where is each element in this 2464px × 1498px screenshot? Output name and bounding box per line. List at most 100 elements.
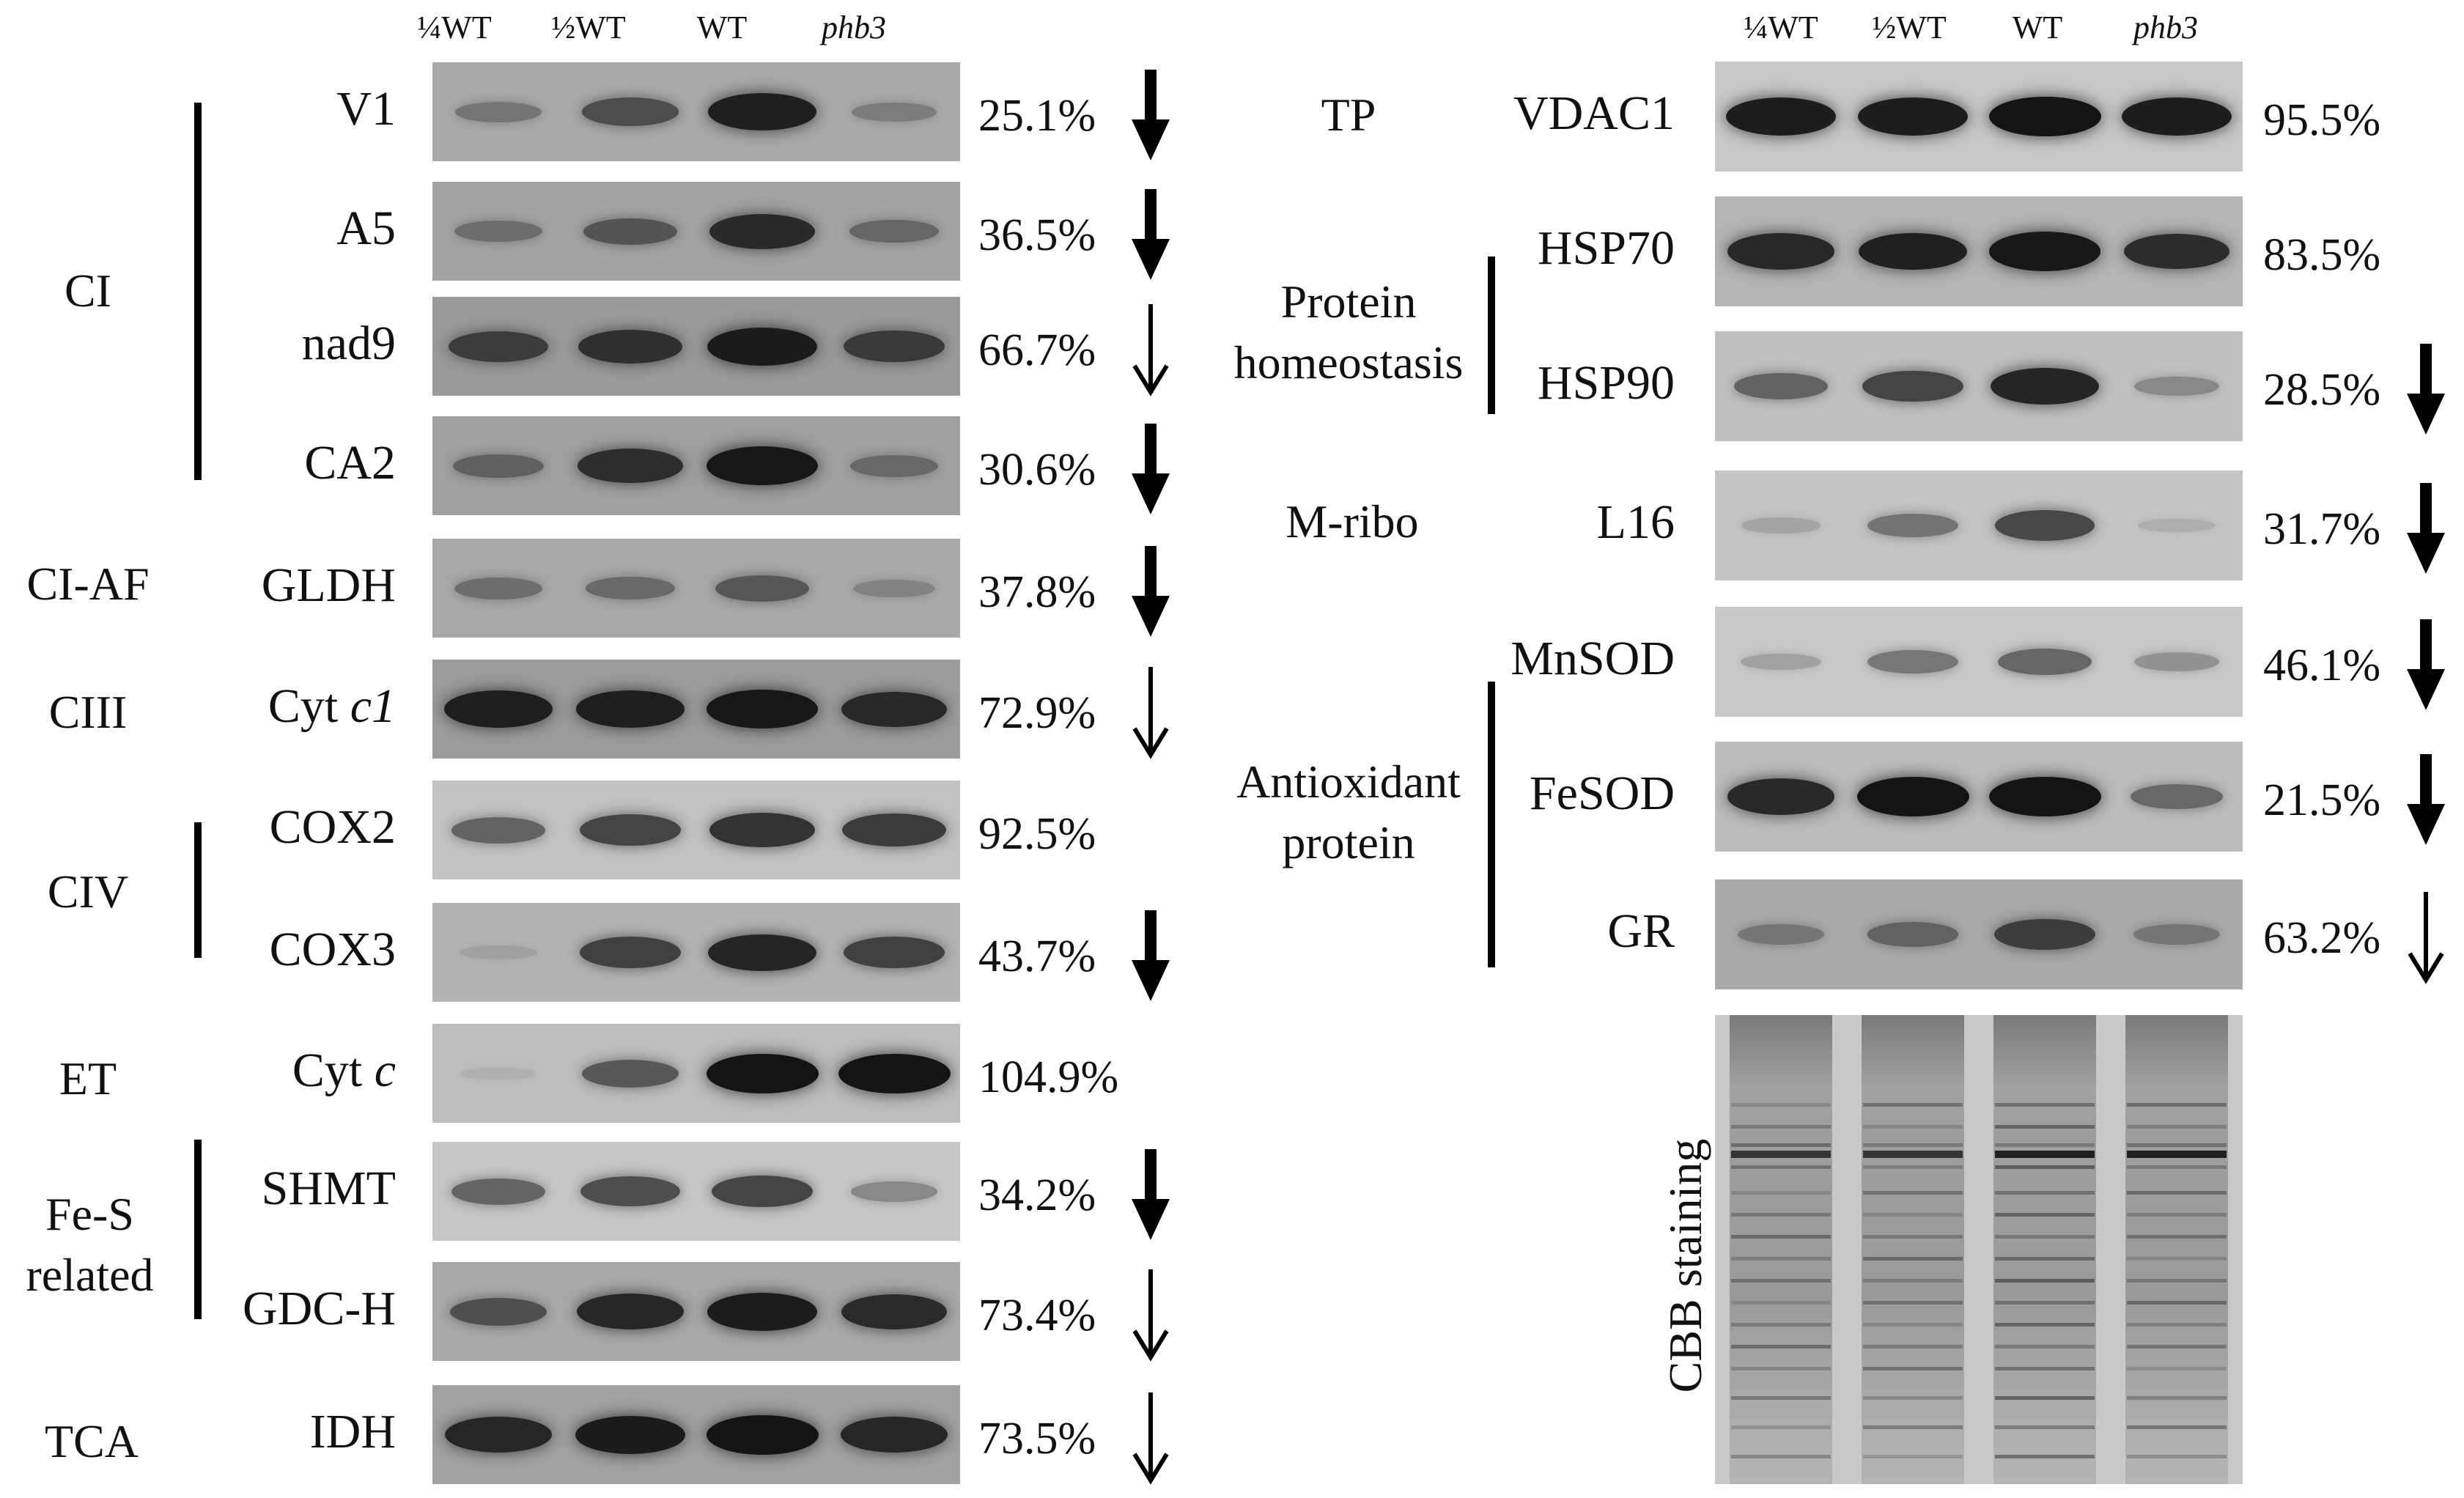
blot-fesod [1715, 742, 2243, 852]
blot-gldh [432, 539, 960, 638]
cbb-band [1731, 1103, 1831, 1107]
blot-shmt [432, 1142, 960, 1241]
cbb-band [1995, 1455, 2095, 1458]
percent-hsp90: 28.5% [2263, 365, 2381, 415]
group-label-ciii: CIII [48, 686, 128, 738]
cbb-band [1995, 1323, 2095, 1327]
band-lane-3 [1988, 777, 2101, 816]
cbb-band [2127, 1191, 2227, 1195]
band-lane-4 [2138, 518, 2216, 533]
group-label-protein-line2: homeostasis [1233, 336, 1464, 389]
protein-label-italic: c [374, 1043, 396, 1097]
group-label-fe-s-related: Fe-S related [0, 1184, 180, 1305]
right-lane-header-phb3: phb3 [2133, 10, 2198, 45]
band-lane-3 [1994, 510, 2095, 541]
protein-label-vdac1: VDAC1 [1513, 86, 1675, 140]
group-bracket-civ [194, 822, 202, 958]
cbb-band [1731, 1143, 1831, 1147]
cbb-band [1731, 1279, 1831, 1283]
cbb-band [2127, 1213, 2227, 1217]
group-label-et: ET [59, 1052, 117, 1104]
cbb-band [1995, 1301, 2095, 1305]
cbb-band [2127, 1143, 2227, 1147]
percent-cox2: 92.5% [978, 808, 1096, 859]
group-label-fe-s-line2: related [26, 1249, 154, 1302]
protein-label-l16: L16 [1596, 495, 1675, 549]
cbb-band [1995, 1425, 2095, 1429]
group-label-m-ribo: M-ribo [1286, 495, 1419, 547]
cbb-band [1863, 1257, 1963, 1261]
cbb-band [1863, 1191, 1963, 1195]
cbb-band [1863, 1125, 1963, 1129]
cbb-band [1863, 1151, 1963, 1158]
band-lane-2 [580, 1176, 680, 1207]
blot-gr [1715, 879, 2243, 989]
blot-v1 [432, 62, 960, 161]
group-label-ci: CI [64, 265, 111, 317]
bold-down-arrow-icon [1129, 67, 1173, 167]
cbb-band [1863, 1367, 1963, 1370]
percent-cyt-c1: 72.9% [978, 687, 1096, 738]
protein-label-main: Cyt [268, 679, 350, 733]
protein-label-v1: V1 [336, 81, 396, 136]
band-lane-4 [2131, 784, 2223, 809]
band-lane-3 [707, 446, 818, 486]
percent-idh: 73.5% [978, 1413, 1096, 1464]
cbb-band [2127, 1323, 2227, 1327]
band-lane-4 [852, 102, 937, 122]
group-label-antioxidant-protein: Antioxidant protein [1209, 751, 1488, 873]
blot-cox3 [432, 903, 960, 1002]
protein-label-a5: A5 [336, 201, 396, 255]
cbb-band [2127, 1455, 2227, 1458]
band-lane-1 [1741, 517, 1821, 534]
group-label-antioxidant-line2: protein [1282, 816, 1415, 869]
cbb-band [1731, 1301, 1831, 1305]
band-lane-1 [455, 101, 542, 122]
band-lane-3 [709, 213, 816, 249]
protein-label-cyt-c1: Cyt c1 [117, 679, 396, 734]
band-lane-4 [2133, 924, 2220, 945]
band-lane-1 [1727, 778, 1835, 815]
protein-label-shmt: SHMT [261, 1161, 396, 1215]
cbb-band [1863, 1396, 1963, 1400]
cbb-band [1731, 1323, 1831, 1327]
band-lane-4 [2121, 97, 2232, 136]
thin-down-arrow-icon [2404, 889, 2448, 989]
blot-nad9 [432, 297, 960, 396]
blot-cox2 [432, 781, 960, 879]
band-lane-4 [851, 1181, 937, 1202]
cbb-band [2127, 1151, 2227, 1158]
cbb-band [1731, 1345, 1831, 1348]
band-lane-3 [715, 575, 810, 602]
cbb-band [1863, 1455, 1963, 1458]
band-lane-4 [849, 454, 939, 477]
band-lane-4 [844, 937, 945, 968]
cbb-band [1995, 1151, 2095, 1158]
cbb-band [1731, 1125, 1831, 1129]
cbb-band [1731, 1151, 1831, 1158]
thin-down-arrow-icon [1129, 1266, 1173, 1367]
cbb-band [1731, 1235, 1831, 1239]
cbb-band [2127, 1103, 2227, 1107]
group-label-tca: TCA [45, 1415, 139, 1467]
bold-down-arrow-icon [2404, 480, 2448, 580]
band-lane-1 [461, 1067, 536, 1080]
cbb-band [1731, 1425, 1831, 1429]
band-lane-3 [712, 1176, 813, 1207]
cbb-band [1863, 1345, 1963, 1348]
band-lane-1 [451, 1178, 546, 1205]
band-lane-1 [444, 1416, 553, 1453]
bold-down-arrow-icon [1129, 186, 1173, 287]
blot-vdac1 [1715, 62, 2243, 171]
band-lane-1 [1740, 653, 1822, 671]
cbb-band [2127, 1257, 2227, 1261]
cbb-band [1731, 1257, 1831, 1261]
band-lane-1 [451, 816, 546, 844]
cbb-band [1995, 1125, 2095, 1129]
band-lane-3 [709, 813, 815, 847]
band-lane-4 [838, 1053, 951, 1093]
band-lane-1 [1733, 373, 1829, 399]
band-lane-1 [448, 331, 549, 362]
protein-label-cox3: COX3 [269, 922, 396, 976]
band-lane-4 [844, 331, 945, 362]
